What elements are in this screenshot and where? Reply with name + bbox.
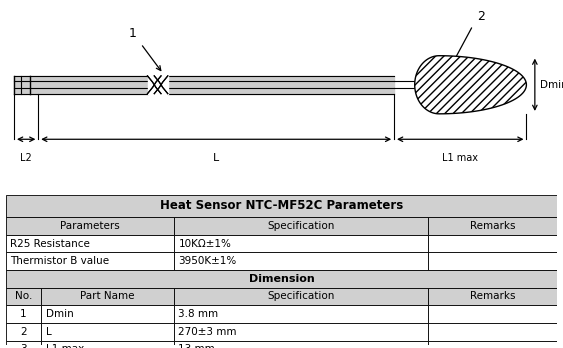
- Text: L: L: [213, 153, 220, 164]
- Text: L1 max: L1 max: [443, 153, 478, 164]
- FancyBboxPatch shape: [6, 305, 42, 323]
- FancyBboxPatch shape: [174, 323, 428, 341]
- Text: L2: L2: [20, 153, 32, 164]
- Text: 3950K±1%: 3950K±1%: [178, 256, 236, 266]
- FancyBboxPatch shape: [6, 217, 174, 235]
- Text: 3: 3: [20, 345, 27, 348]
- FancyBboxPatch shape: [174, 305, 428, 323]
- FancyBboxPatch shape: [174, 252, 428, 270]
- FancyBboxPatch shape: [6, 288, 42, 305]
- Text: 1: 1: [128, 26, 136, 40]
- Text: Part Name: Part Name: [81, 292, 135, 301]
- FancyBboxPatch shape: [42, 341, 174, 348]
- FancyBboxPatch shape: [428, 252, 557, 270]
- FancyBboxPatch shape: [6, 323, 42, 341]
- FancyBboxPatch shape: [42, 305, 174, 323]
- FancyBboxPatch shape: [428, 217, 557, 235]
- Text: Specification: Specification: [267, 221, 334, 231]
- FancyBboxPatch shape: [428, 288, 557, 305]
- Text: No.: No.: [15, 292, 32, 301]
- Text: Specification: Specification: [267, 292, 334, 301]
- Text: R25 Resistance: R25 Resistance: [10, 238, 90, 248]
- FancyBboxPatch shape: [174, 217, 428, 235]
- Text: L1 max: L1 max: [46, 345, 84, 348]
- Text: Heat Sensor NTC-MF52C Parameters: Heat Sensor NTC-MF52C Parameters: [160, 199, 403, 212]
- FancyBboxPatch shape: [428, 341, 557, 348]
- FancyBboxPatch shape: [428, 323, 557, 341]
- FancyBboxPatch shape: [42, 323, 174, 341]
- PathPatch shape: [415, 56, 526, 114]
- FancyBboxPatch shape: [42, 288, 174, 305]
- FancyBboxPatch shape: [174, 235, 428, 252]
- Text: 2: 2: [477, 10, 485, 23]
- Text: 2: 2: [20, 327, 27, 337]
- FancyBboxPatch shape: [174, 341, 428, 348]
- Text: Remarks: Remarks: [470, 221, 515, 231]
- PathPatch shape: [415, 56, 526, 114]
- FancyBboxPatch shape: [6, 341, 42, 348]
- FancyBboxPatch shape: [174, 288, 428, 305]
- Text: L: L: [46, 327, 52, 337]
- Text: 3.8 mm: 3.8 mm: [178, 309, 218, 319]
- Text: Dmin: Dmin: [540, 80, 563, 90]
- FancyBboxPatch shape: [6, 270, 557, 288]
- Text: 10KΩ±1%: 10KΩ±1%: [178, 238, 231, 248]
- Text: Remarks: Remarks: [470, 292, 515, 301]
- Text: Dmin: Dmin: [46, 309, 74, 319]
- FancyBboxPatch shape: [428, 305, 557, 323]
- Text: Parameters: Parameters: [60, 221, 120, 231]
- FancyBboxPatch shape: [428, 235, 557, 252]
- Text: 13 mm: 13 mm: [178, 345, 215, 348]
- FancyBboxPatch shape: [6, 235, 174, 252]
- FancyBboxPatch shape: [6, 195, 557, 217]
- Text: 270±3 mm: 270±3 mm: [178, 327, 237, 337]
- Text: 1: 1: [20, 309, 27, 319]
- FancyBboxPatch shape: [6, 252, 174, 270]
- Text: Dimension: Dimension: [249, 274, 314, 284]
- Text: Thermistor B value: Thermistor B value: [10, 256, 109, 266]
